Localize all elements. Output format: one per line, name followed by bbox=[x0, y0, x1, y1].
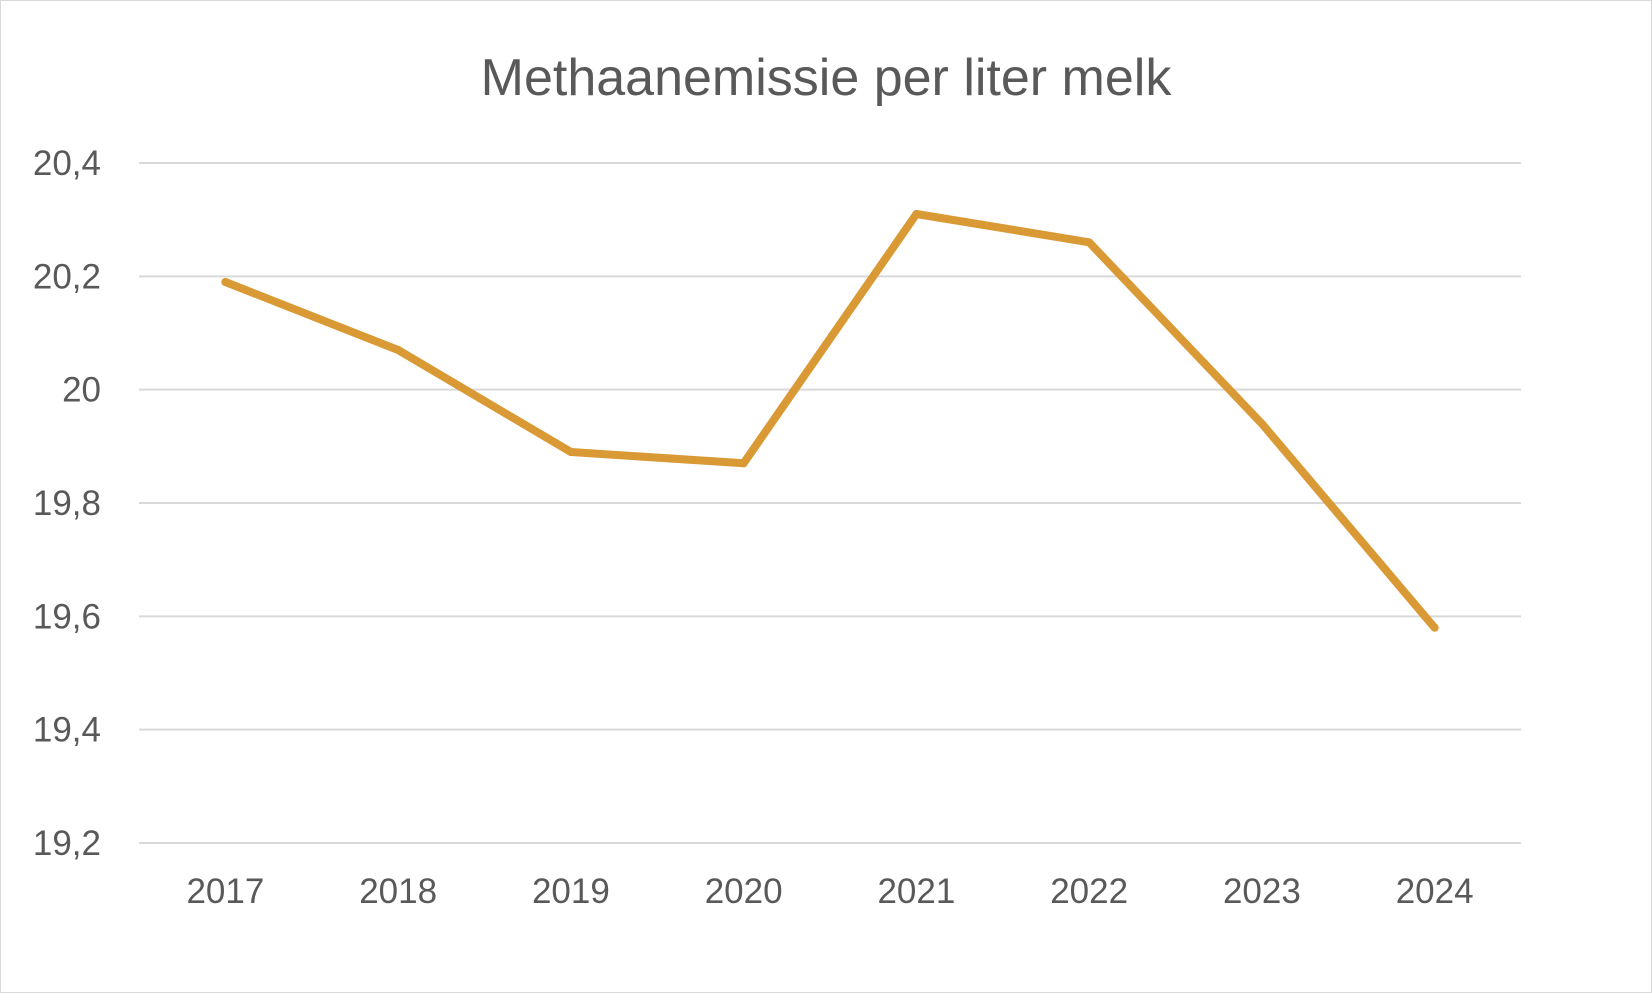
data-point bbox=[739, 459, 748, 468]
gridlines bbox=[139, 162, 1521, 844]
y-axis-labels: 19,2 19,4 19,6 19,8 20 20,2 20,4 bbox=[33, 144, 101, 863]
x-tick-label: 2021 bbox=[877, 872, 955, 911]
data-point bbox=[912, 210, 921, 218]
data-point bbox=[1085, 238, 1094, 247]
y-tick-label: 19,2 bbox=[33, 824, 101, 863]
data-point bbox=[1430, 623, 1439, 632]
x-tick-label: 2018 bbox=[359, 872, 437, 911]
data-point bbox=[566, 448, 575, 456]
y-tick-label: 19,8 bbox=[33, 484, 101, 523]
data-point bbox=[394, 346, 403, 354]
x-axis-labels: 2017 2018 2019 2020 2021 2022 2023 2024 bbox=[186, 872, 1473, 911]
data-point bbox=[221, 278, 230, 286]
x-tick-label: 2024 bbox=[1396, 872, 1474, 911]
chart-title: Methaanemissie per liter melk bbox=[481, 49, 1173, 107]
y-tick-label: 19,6 bbox=[33, 597, 101, 636]
x-tick-label: 2022 bbox=[1050, 872, 1128, 911]
series-line bbox=[221, 210, 1439, 632]
x-tick-label: 2020 bbox=[705, 872, 783, 911]
y-tick-label: 20,4 bbox=[33, 144, 101, 183]
y-tick-label: 20 bbox=[62, 371, 101, 410]
data-point bbox=[1257, 419, 1266, 428]
x-tick-label: 2019 bbox=[532, 872, 610, 911]
x-tick-label: 2017 bbox=[186, 872, 264, 911]
series-group bbox=[221, 210, 1439, 632]
y-tick-label: 19,4 bbox=[33, 711, 101, 750]
y-tick-label: 20,2 bbox=[33, 257, 101, 296]
x-tick-label: 2023 bbox=[1223, 872, 1301, 911]
